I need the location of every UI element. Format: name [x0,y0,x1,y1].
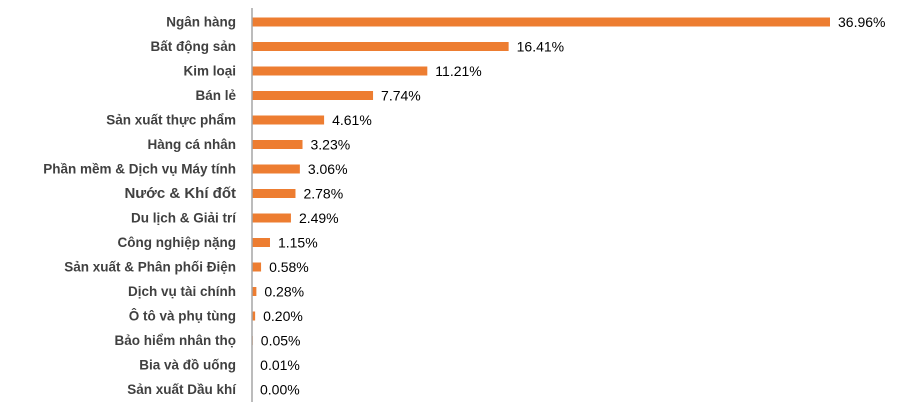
bar [252,164,300,174]
category-label: Sản xuất & Phân phối Điện [64,260,236,275]
bar [252,262,262,272]
data-label: 36.96% [838,14,885,30]
data-label: 1.15% [278,235,318,251]
bar [252,238,270,247]
data-label: 0.01% [260,357,300,373]
bar [252,189,296,198]
bar [252,17,830,27]
category-label: Dịch vụ tài chính [128,284,236,299]
bar [252,115,325,125]
category-label: Ô tô và phụ tùng [129,309,236,324]
data-label: 0.00% [260,382,300,398]
data-label: 3.06% [308,161,348,177]
data-label: 0.28% [264,284,304,300]
category-label: Bia và đồ uống [139,358,236,373]
data-label: 11.21% [435,63,481,79]
category-label: Bất động sản [150,39,236,54]
bar [252,311,256,321]
category-label: Bảo hiểm nhân thọ [115,333,237,348]
data-label: 0.05% [261,333,301,349]
data-label: 0.58% [269,259,309,275]
data-label: 2.49% [299,210,339,226]
data-label: 16.41% [517,39,564,55]
bar [252,287,257,296]
bar [252,42,509,51]
bar [252,213,291,223]
bar [252,66,428,76]
bar [252,140,303,149]
bars [252,17,830,370]
category-label: Du lịch & Giải trí [131,211,237,226]
data-label: 3.23% [311,137,351,153]
category-label: Nước & Khí đốt [124,185,236,202]
category-label: Kim loại [183,64,236,79]
category-labels: Ngân hàng Bất động sản Kim loại Bán lẻ Sản x… [43,15,237,398]
category-label: Sản xuất Dầu khí [127,382,237,397]
category-label: Ngân hàng [166,15,236,30]
data-label: 2.78% [303,186,343,202]
value-labels: 36.96% 16.41% 11.21% 7.74% 4.61% 3.23% 3.06% 2.… [260,14,885,398]
data-label: 4.61% [332,112,372,128]
category-label: Phần mềm & Dịch vụ Máy tính [43,162,236,177]
category-label: Bán lẻ [195,88,236,103]
data-label: 7.74% [381,88,421,104]
category-label: Hàng cá nhân [147,137,236,152]
data-label: 0.20% [263,308,303,324]
bar [252,91,374,100]
category-label: Sản xuất thực phẩm [106,113,236,128]
category-label: Công nghiệp nặng [118,235,236,250]
